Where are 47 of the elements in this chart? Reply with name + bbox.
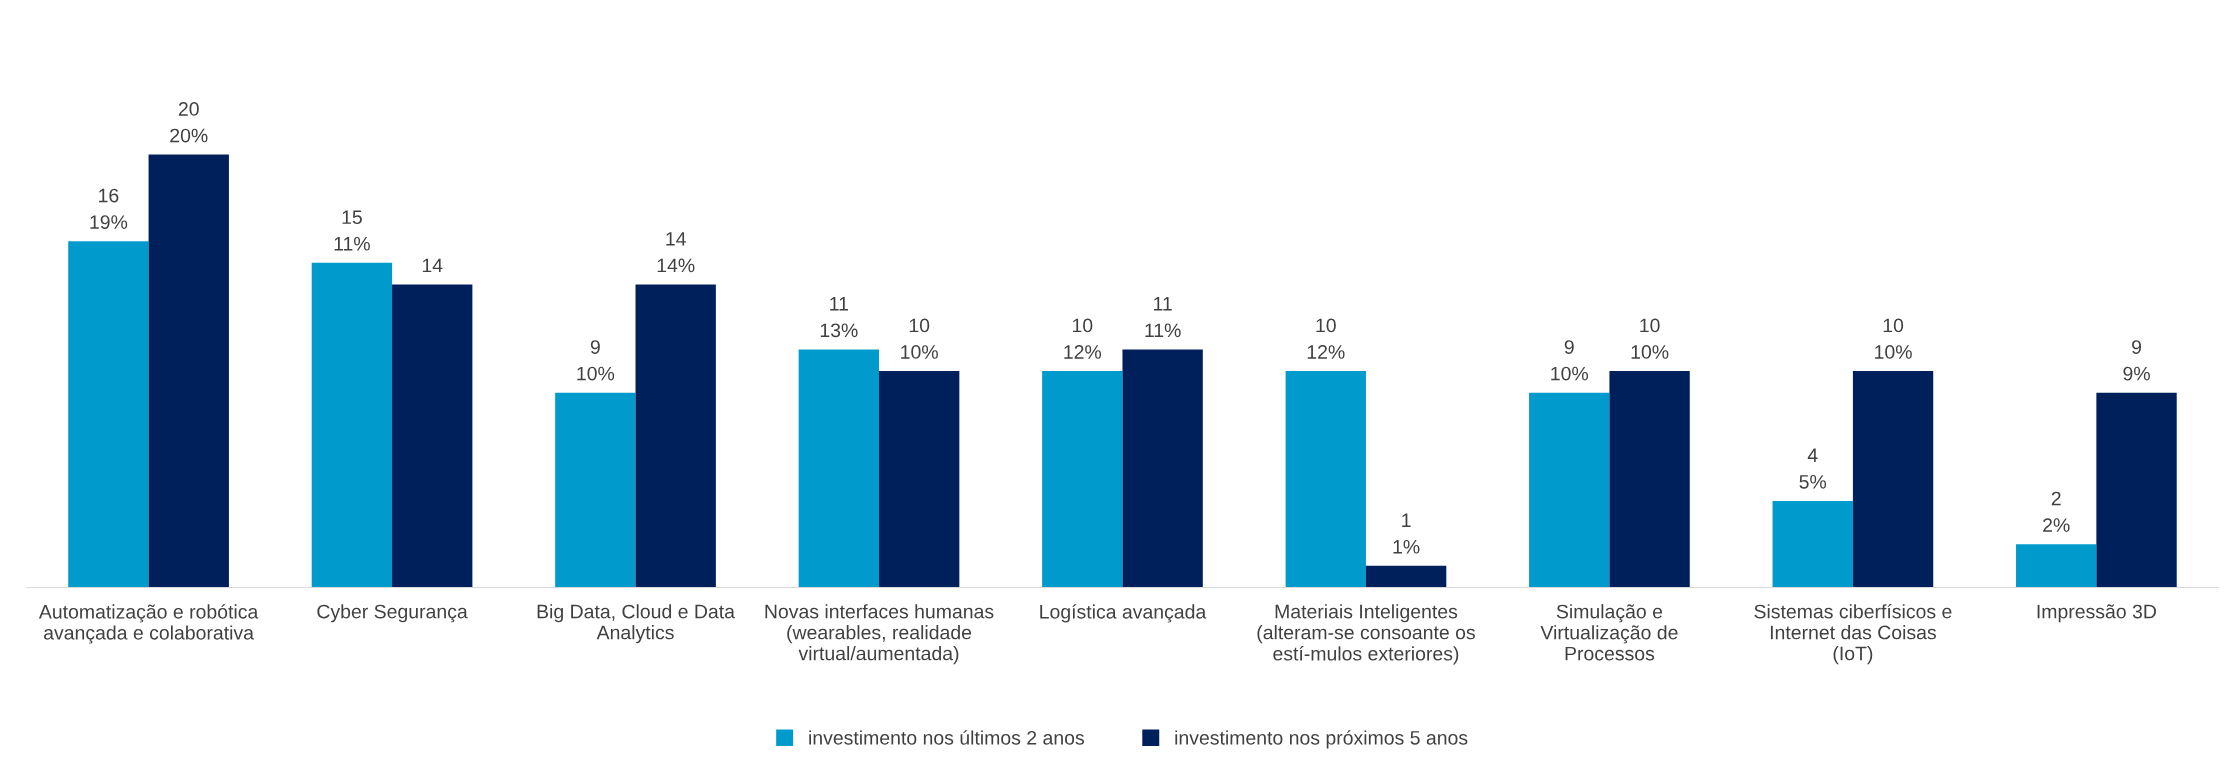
bar (635, 284, 716, 588)
bar (1852, 371, 1934, 588)
bar (1609, 371, 1690, 588)
data-label: 9 9% (2123, 340, 2150, 381)
x-tick-label: Automatização e robótica avançada e colaborativa (38, 604, 259, 644)
bar (1285, 371, 1366, 588)
data-label: 10 12% (1307, 318, 1345, 359)
x-tick-label: Impressão 3D (2037, 604, 2156, 623)
bar (879, 371, 960, 588)
bar (392, 284, 473, 588)
bar (1772, 500, 1853, 588)
bar (311, 262, 393, 588)
data-label: 15 11% (334, 210, 370, 251)
x-tick-label: Novas interfaces humanas (wearables, realidade virtual/aumentada) (765, 604, 994, 665)
data-label: 2 2% (2043, 491, 2070, 532)
bar (1122, 349, 1203, 588)
data-label: 1 1% (1393, 513, 1420, 554)
data-label: 10 10% (1875, 318, 1912, 359)
data-label: 14 (422, 258, 443, 273)
data-label: 11 13% (820, 297, 858, 338)
data-label: 10 12% (1064, 318, 1102, 359)
bar (68, 241, 149, 588)
data-label: 9 10% (577, 340, 615, 381)
data-label: 10 10% (901, 318, 938, 359)
bar (1529, 392, 1610, 588)
data-label: 11 11% (1145, 297, 1181, 338)
bar (1365, 565, 1447, 588)
x-tick-label: Sistemas ciberfísicos e Internet das Coisas (IoT) (1754, 603, 1952, 665)
x-tick-label: Materiais Inteligentes (alteram-se consoante os estí-mulos exteriores) (1257, 604, 1475, 665)
legend-label: investimento nos próximos 5 anos (1175, 730, 1468, 749)
legend-label: investimento nos últimos 2 anos (809, 730, 1084, 745)
data-label: 4 5% (1799, 448, 1827, 489)
bar (798, 349, 879, 588)
x-tick-label: Simulação e Virtualização de Processos (1540, 604, 1678, 661)
bar (1042, 371, 1123, 588)
data-label: 20 20% (170, 102, 208, 143)
bar (148, 154, 229, 588)
data-label: 14 14% (657, 232, 695, 273)
bar (2096, 392, 2177, 588)
x-tick-label: Logística avançada (1040, 604, 1207, 623)
data-label: 10 10% (1631, 318, 1669, 359)
bar (2016, 544, 2097, 588)
data-label: 9 10% (1551, 340, 1589, 381)
bar (555, 392, 636, 588)
x-tick-label: Big Data, Cloud e Data Analytics (537, 604, 735, 644)
data-label: 16 19% (90, 188, 128, 229)
x-tick-label: Cyber Segurança (317, 604, 468, 623)
